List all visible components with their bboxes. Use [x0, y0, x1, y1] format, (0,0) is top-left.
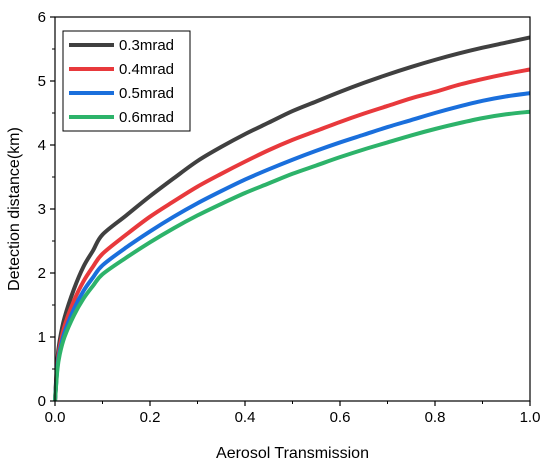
series-layer [53, 35, 531, 402]
y-tick-label: 5 [38, 73, 46, 90]
legend: 0.3mrad 0.4mrad 0.5mrad 0.6mrad [62, 30, 191, 132]
y-axis: 0 1 2 3 4 5 6 [38, 9, 55, 410]
legend-label: 0.5mrad [119, 85, 174, 102]
series-line-1 [53, 35, 531, 402]
x-tick-label: 0.6 [330, 409, 351, 426]
y-tick-label: 2 [38, 265, 46, 282]
y-tick-label: 0 [38, 393, 46, 410]
x-tick-label: 0.8 [425, 409, 446, 426]
legend-label: 0.6mrad [119, 109, 174, 126]
x-axis: 0.0 0.2 0.4 0.6 0.8 1.0 [45, 401, 541, 426]
x-tick-label: 0.0 [45, 409, 66, 426]
series-line-2 [53, 67, 531, 402]
series-line-3 [53, 91, 531, 402]
legend-label: 0.3mrad [119, 37, 174, 54]
y-axis-title: Detection distance(km) [6, 127, 23, 291]
legend-box [62, 30, 191, 132]
legend-label: 0.4mrad [119, 61, 174, 78]
series-line-4 [53, 109, 531, 402]
x-tick-label: 0.4 [235, 409, 256, 426]
y-tick-label: 3 [38, 201, 46, 218]
x-tick-label: 0.2 [140, 409, 161, 426]
y-tick-label: 6 [38, 9, 46, 26]
y-tick-label: 4 [38, 137, 46, 154]
y-tick-label: 1 [38, 329, 46, 346]
x-tick-label: 1.0 [520, 409, 541, 426]
x-axis-title: Aerosol Transmission [216, 445, 369, 462]
